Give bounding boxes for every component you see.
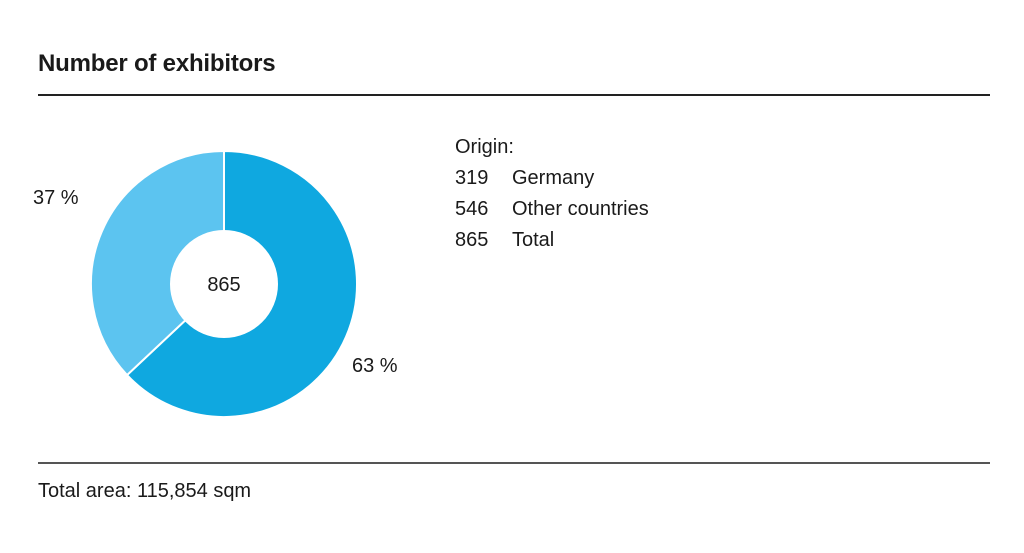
origin-row: 865 Total	[455, 225, 649, 256]
origin-label: Total	[512, 229, 555, 251]
chart-title: Number of exhibitors	[38, 50, 276, 77]
origin-row: 546 Other countries	[455, 194, 649, 225]
top-divider	[38, 94, 990, 96]
origin-row: 319 Germany	[455, 163, 649, 194]
origin-heading: Origin:	[455, 136, 514, 158]
origin-value: 319	[455, 167, 489, 189]
slice-label-37: 37 %	[33, 187, 79, 209]
origin-label: Germany	[512, 167, 595, 189]
origin-value: 865	[455, 229, 489, 251]
origin-value: 546	[455, 198, 489, 220]
origin-legend: Origin: 319 Germany 546 Other countries 86…	[455, 132, 649, 256]
bottom-divider	[38, 462, 990, 464]
center-total-label: 865	[207, 274, 240, 296]
origin-label: Other countries	[512, 198, 649, 220]
slice-label-63: 63 %	[352, 355, 398, 377]
total-area-text: Total area: 115,854 sqm	[38, 480, 252, 502]
donut-hole	[170, 230, 278, 338]
slice-germany	[90, 149, 225, 377]
